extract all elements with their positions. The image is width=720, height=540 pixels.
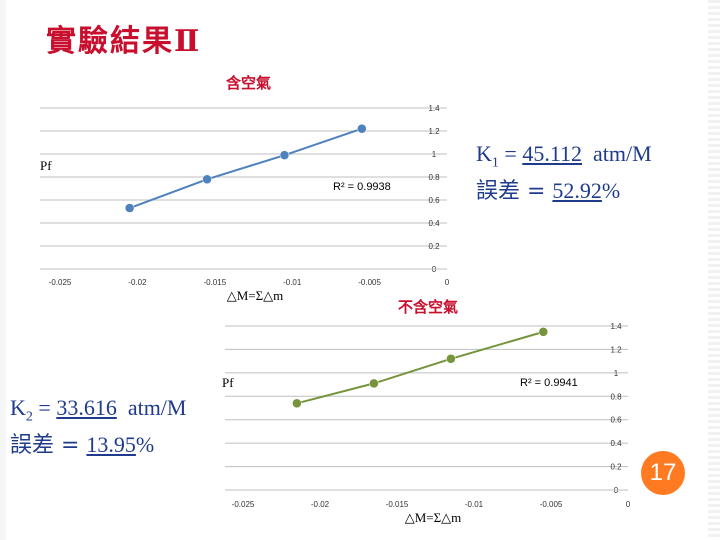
x-tick-label: -0.02 <box>311 500 330 509</box>
y-tick-label: 0.6 <box>428 196 440 205</box>
chart-without-air: 0 0.2 0.4 0.6 0.8 1 1.2 1.4 -0.025 -0.02 -0.015 -0.… <box>222 322 631 525</box>
k2-equation: K2 = 33.616 atm/M <box>10 395 187 425</box>
k1-equation: K1 = 45.112 atm/M <box>476 141 652 171</box>
data-point <box>538 327 549 337</box>
y-tick-label: 0.4 <box>428 219 440 228</box>
y-tick-label: 0.8 <box>428 173 440 182</box>
page-number-badge: 17 <box>641 451 685 495</box>
data-point <box>446 354 456 364</box>
k1-error: 誤差 = 52.92% <box>476 178 621 205</box>
series-line <box>296 330 544 405</box>
data-point <box>279 150 290 160</box>
chart1-title: 含空氣 <box>226 74 272 92</box>
y-tick-label: 1 <box>614 369 619 378</box>
slide-right-border <box>708 0 720 540</box>
data-point <box>292 398 302 409</box>
x-tick-label: 0 <box>626 500 631 509</box>
data-point <box>124 203 135 213</box>
y-tick-label: 1.2 <box>610 345 622 354</box>
x-tick-label: -0.01 <box>465 500 484 509</box>
x-tick-label: -0.015 <box>386 500 409 509</box>
r-squared-label: R² = 0.9938 <box>333 181 391 193</box>
x-tick-label: -0.025 <box>49 278 72 287</box>
y-tick-label: 1.2 <box>428 127 440 136</box>
y-tick-label: 0.2 <box>610 463 622 472</box>
chart-with-air: 0 0.2 0.4 0.6 0.8 1 1.2 1.4 -0.025 -0.02 -0.015 -0.… <box>40 104 450 303</box>
chart2-title: 不含空氣 <box>398 298 459 316</box>
x-tick-label: -0.025 <box>232 500 255 509</box>
y-tick-label: 1 <box>432 150 437 159</box>
y-axis-label: Pf <box>40 158 52 173</box>
x-tick-label: -0.005 <box>540 500 563 509</box>
slide-left-border <box>0 0 6 540</box>
r-squared-label: R² = 0.9941 <box>520 377 578 389</box>
x-tick-label: -0.01 <box>283 278 302 287</box>
x-tick-label: -0.02 <box>128 278 147 287</box>
data-point <box>202 174 212 185</box>
x-axis-label: △M=Σ△m <box>227 288 284 303</box>
y-axis-label: Pf <box>222 375 234 390</box>
y-tick-label: 0.6 <box>610 416 622 425</box>
series-line <box>129 127 363 209</box>
y-tick-label: 0.4 <box>610 439 622 448</box>
x-tick-label: -0.005 <box>358 278 381 287</box>
x-tick-label: -0.015 <box>203 278 226 287</box>
chart1-result: K1 = 45.112 atm/M 誤差 = 52.92% <box>476 140 652 206</box>
x-tick-label: 0 <box>445 278 450 287</box>
k2-error: 誤差 = 13.95% <box>10 432 155 459</box>
slide-title: 實驗結果Ⅱ <box>46 24 202 59</box>
y-tick-label: 1.4 <box>428 104 440 113</box>
data-point <box>357 123 367 134</box>
data-point <box>369 378 379 389</box>
x-axis-label: △M=Σ△m <box>405 510 462 525</box>
chart2-result: K2 = 33.616 atm/M 誤差 = 13.95% <box>10 394 186 460</box>
y-tick-label: 0.8 <box>610 392 622 401</box>
y-tick-label: 1.4 <box>610 322 622 331</box>
y-tick-label: 0.2 <box>428 242 440 251</box>
